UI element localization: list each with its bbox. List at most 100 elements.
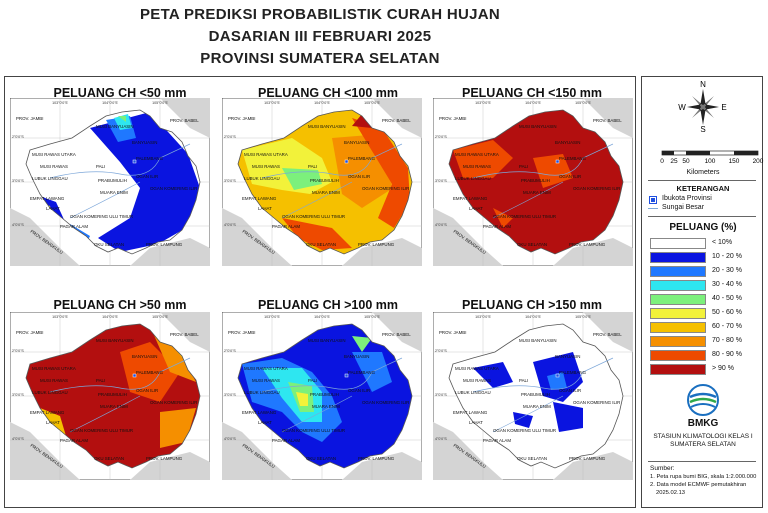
place-label: EMPAT LAWANG: [242, 196, 277, 201]
coordinate-label: 4°0'0"S: [435, 223, 447, 227]
coordinate-label: 103°0'0"E: [52, 101, 68, 105]
place-label: PALEMBANG: [136, 156, 164, 161]
place-label: OGAN KOMERING ULU TIMUR: [493, 428, 556, 433]
compass-w: W: [678, 103, 686, 112]
place-label: MUSI RAWAS: [40, 164, 68, 169]
place-label: MUARA ENIM: [523, 190, 551, 195]
map-svg: 103°0'0"E 104°0'0"E 105°0'0"E 2°0'0"S 3°0'0"…: [222, 312, 422, 480]
place-label: PROV. BABEL: [170, 332, 199, 337]
place-label: MUARA ENIM: [100, 404, 128, 409]
coordinate-label: 4°0'0"S: [12, 223, 24, 227]
legend-panel: N S W E 0 25 50 100 150 200 Kilometers K…: [641, 76, 764, 508]
title-line-1: PETA PREDIKSI PROBABILISTIK CURAH HUJAN: [139, 6, 501, 23]
place-label: MUSI RAWAS UTARA: [32, 366, 76, 371]
place-label: EMPAT LAWANG: [453, 410, 488, 415]
keterangan-title: KETERANGAN: [676, 184, 730, 193]
place-label: MUSI RAWAS UTARA: [455, 366, 499, 371]
river-line-icon: [648, 208, 658, 209]
coordinate-label: 3°0'0"S: [12, 393, 24, 397]
scale-tick-25: 25: [670, 158, 678, 165]
place-label: PROV. BABEL: [382, 332, 411, 337]
place-label: PALI: [308, 378, 317, 383]
place-label: OKU SELATAN: [94, 456, 124, 461]
probability-map: 103°0'0"E 104°0'0"E 105°0'0"E 2°0'0"S 3°0'0"…: [433, 312, 633, 480]
place-label: EMPAT LAWANG: [30, 410, 65, 415]
coordinate-label: 103°0'0"E: [475, 101, 491, 105]
place-label: PALEMBANG: [559, 156, 587, 161]
place-label: OKU SELATAN: [517, 456, 547, 461]
panel-title: PELUANG CH <100 mm: [258, 86, 398, 100]
probability-map: 103°0'0"E 104°0'0"E 105°0'0"E 2°0'0"S 3°0'0"…: [433, 98, 633, 266]
place-label: MUARA ENIM: [312, 404, 340, 409]
coordinate-label: 104°0'0"E: [525, 315, 541, 319]
legend-class-row: 70 - 80 %: [650, 336, 760, 348]
legend-class-label: 40 - 50 %: [712, 295, 742, 302]
place-label: LAHAT: [258, 420, 272, 425]
place-label: PROV. BABEL: [382, 118, 411, 123]
legend-swatch: [650, 322, 706, 333]
scale-tick-0: 0: [660, 158, 664, 165]
legend-class-row: 10 - 20 %: [650, 252, 760, 264]
panel-title: PELUANG CH <150 mm: [462, 86, 602, 100]
coordinate-label: 103°0'0"E: [475, 315, 491, 319]
coordinate-label: 2°0'0"S: [12, 349, 24, 353]
compass-s: S: [700, 125, 705, 134]
bmkg-logo-icon: [687, 384, 719, 416]
legend-class-row: 30 - 40 %: [650, 280, 760, 292]
place-label: PAGAR ALAM: [272, 224, 300, 229]
peluang-title: PELUANG (%): [669, 222, 737, 233]
legend-class-row: 80 - 90 %: [650, 350, 760, 362]
place-label: PALEMBANG: [559, 370, 587, 375]
panel-title: PELUANG CH >50 mm: [53, 298, 187, 312]
place-label: OKU SELATAN: [306, 456, 336, 461]
place-label: LUBUK LINGGAU: [455, 390, 491, 395]
map-svg: 103°0'0"E 104°0'0"E 105°0'0"E 2°0'0"S 3°0'0"…: [433, 312, 633, 480]
place-label: PRABUMULIH: [310, 178, 339, 183]
place-label: PROV. JAMBI: [439, 116, 466, 121]
place-label: PRABUMULIH: [521, 392, 550, 397]
legend-swatch: [650, 336, 706, 347]
place-label: PROV. BABEL: [593, 118, 622, 123]
coordinate-label: 2°0'0"S: [224, 349, 236, 353]
place-label: MUSI BANYUASIN: [96, 338, 134, 343]
legend-swatch: [650, 252, 706, 263]
place-label: PAGAR ALAM: [483, 438, 511, 443]
legend-class-label: 20 - 30 %: [712, 267, 742, 274]
compass-rose-icon: N S W E: [678, 80, 726, 134]
place-label: MUSI RAWAS UTARA: [32, 152, 76, 157]
place-label: OGAN ILIR: [348, 388, 370, 393]
probability-map: 103°0'0"E 104°0'0"E 105°0'0"E 2°0'0"S 3°0'0"…: [10, 98, 210, 266]
place-label: PRABUMULIH: [310, 392, 339, 397]
place-label: EMPAT LAWANG: [242, 410, 277, 415]
legend-class-label: 80 - 90 %: [712, 351, 742, 358]
place-label: BANYUASIN: [132, 140, 157, 145]
legend-class-row: 40 - 50 %: [650, 294, 760, 306]
place-label: MUSI RAWAS: [463, 164, 491, 169]
legend-class-row: 50 - 60 %: [650, 308, 760, 320]
legend-class-row: > 90 %: [650, 364, 760, 376]
place-label: LUBUK LINGGAU: [244, 176, 280, 181]
coordinate-label: 3°0'0"S: [224, 393, 236, 397]
coordinate-label: 103°0'0"E: [264, 315, 280, 319]
place-label: MUSI RAWAS: [252, 164, 280, 169]
coordinate-label: 3°0'0"S: [435, 179, 447, 183]
legend-class-label: < 10%: [712, 239, 733, 246]
place-label: MUSI BANYUASIN: [308, 338, 346, 343]
place-label: BANYUASIN: [555, 354, 580, 359]
coordinate-label: 2°0'0"S: [12, 135, 24, 139]
place-label: BANYUASIN: [344, 140, 369, 145]
place-label: PROV. JAMBI: [439, 330, 466, 335]
place-label: MUSI RAWAS UTARA: [455, 152, 499, 157]
place-label: OGAN KOMERING ILIR: [573, 400, 620, 405]
place-label: OGAN KOMERING ILIR: [362, 400, 409, 405]
coordinate-label: 105°0'0"E: [364, 315, 380, 319]
place-label: OGAN ILIR: [136, 174, 158, 179]
coordinate-label: 3°0'0"S: [12, 179, 24, 183]
place-label: OKU SELATAN: [306, 242, 336, 247]
scale-bar: 0 25 50 100 150 200: [660, 150, 764, 165]
bmkg-name: BMKG: [687, 418, 719, 429]
coordinate-label: 104°0'0"E: [314, 315, 330, 319]
place-label: MUARA ENIM: [312, 190, 340, 195]
place-label: PALEMBANG: [136, 370, 164, 375]
place-label: OGAN KOMERING ILIR: [150, 186, 197, 191]
